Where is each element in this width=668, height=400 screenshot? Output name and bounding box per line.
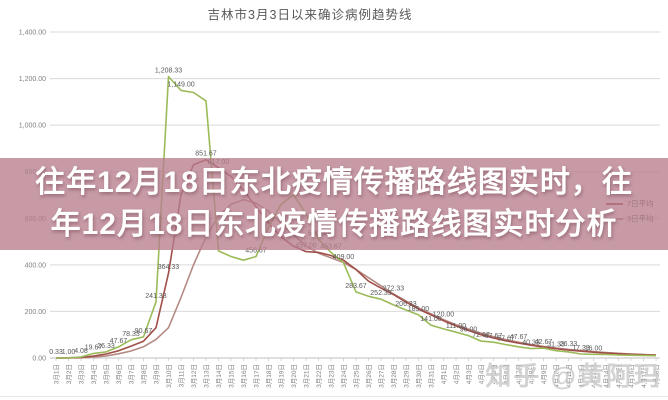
svg-text:19.67: 19.67 <box>85 344 103 351</box>
svg-text:67.67: 67.67 <box>485 333 503 340</box>
svg-text:42.67: 42.67 <box>535 339 553 346</box>
svg-text:0.00: 0.00 <box>32 356 46 363</box>
svg-text:456.67: 456.67 <box>245 247 267 254</box>
svg-text:4月16日: 4月16日 <box>628 364 636 388</box>
svg-text:3月23日: 3月23日 <box>328 364 336 388</box>
svg-text:3月6日: 3月6日 <box>115 364 123 384</box>
svg-text:3月2日: 3月2日 <box>65 364 73 384</box>
svg-text:851.67: 851.67 <box>195 151 217 158</box>
svg-text:4月6日: 4月6日 <box>503 364 511 384</box>
svg-text:185.00: 185.00 <box>408 306 430 313</box>
svg-text:4月1日: 4月1日 <box>440 364 448 384</box>
chart-title: 吉林市3月3日以来确诊病例趋势线 <box>207 8 413 22</box>
svg-text:4月15日: 4月15日 <box>615 364 623 388</box>
svg-text:96.00: 96.00 <box>460 327 478 334</box>
svg-text:3月16日: 3月16日 <box>240 364 248 388</box>
svg-text:3月20日: 3月20日 <box>290 364 298 388</box>
svg-text:3月11日: 3月11日 <box>178 364 186 387</box>
svg-text:4月12日: 4月12日 <box>578 364 586 388</box>
svg-text:409.00: 409.00 <box>333 254 355 261</box>
svg-text:17.33: 17.33 <box>572 345 590 352</box>
svg-text:283.67: 283.67 <box>345 283 367 290</box>
svg-text:1,149.00: 1,149.00 <box>167 81 194 88</box>
svg-text:206.33: 206.33 <box>395 301 417 308</box>
svg-text:3月27日: 3月27日 <box>378 364 386 388</box>
svg-text:3月17日: 3月17日 <box>253 364 261 388</box>
svg-text:78.33: 78.33 <box>122 331 140 338</box>
svg-text:4月14日: 4月14日 <box>603 364 611 388</box>
svg-text:90.67: 90.67 <box>135 328 153 335</box>
svg-text:3月13日: 3月13日 <box>203 364 211 388</box>
svg-text:3月28日: 3月28日 <box>390 364 398 388</box>
svg-text:272.33: 272.33 <box>383 286 405 293</box>
svg-text:400.00: 400.00 <box>25 262 47 269</box>
svg-text:3月24日: 3月24日 <box>340 364 348 388</box>
svg-text:3月31日: 3月31日 <box>428 364 436 388</box>
svg-text:3月15日: 3月15日 <box>228 364 236 388</box>
svg-text:1,208.33: 1,208.33 <box>155 68 182 75</box>
svg-text:3月1日: 3月1日 <box>53 364 61 384</box>
svg-text:4月18日: 4月18日 <box>653 364 661 388</box>
svg-text:4月2日: 4月2日 <box>453 364 461 384</box>
svg-text:4月3日: 4月3日 <box>465 364 473 384</box>
svg-text:3月21日: 3月21日 <box>303 364 311 388</box>
svg-text:111.00: 111.00 <box>446 323 466 330</box>
svg-text:3月14日: 3月14日 <box>215 364 223 388</box>
svg-text:3月19日: 3月19日 <box>278 364 286 388</box>
svg-text:1,000.00: 1,000.00 <box>19 123 46 130</box>
svg-text:31.33: 31.33 <box>547 342 565 349</box>
svg-text:141.00: 141.00 <box>420 316 442 323</box>
svg-text:252.33: 252.33 <box>370 290 392 297</box>
svg-text:1.00: 1.00 <box>62 349 76 356</box>
svg-text:16.00: 16.00 <box>585 345 603 352</box>
svg-text:4月11日: 4月11日 <box>565 364 573 387</box>
headline-line-2: 年12月18日东北疫情传播路线图实时分析 <box>50 208 618 241</box>
headline-line-1: 往年12月18日东北疫情传播路线图实时，往 <box>35 166 633 199</box>
watermark: 知乎 @黄阿玛 <box>485 361 662 391</box>
svg-text:47.67: 47.67 <box>510 334 528 341</box>
svg-text:4月13日: 4月13日 <box>590 364 598 388</box>
svg-text:26.33: 26.33 <box>97 343 115 350</box>
svg-text:3月4日: 3月4日 <box>90 364 98 384</box>
svg-text:241.33: 241.33 <box>145 293 167 300</box>
svg-text:26.33: 26.33 <box>560 341 578 348</box>
svg-text:3月12日: 3月12日 <box>190 364 198 388</box>
svg-text:3月30日: 3月30日 <box>415 364 423 388</box>
svg-text:3月3日: 3月3日 <box>78 364 86 384</box>
svg-text:3月10日: 3月10日 <box>165 364 173 388</box>
svg-text:120.00: 120.00 <box>433 312 455 319</box>
bottom-divider <box>0 396 668 397</box>
svg-text:4月5日: 4月5日 <box>490 364 498 384</box>
svg-text:3月5日: 3月5日 <box>103 364 111 384</box>
svg-text:3月7日: 3月7日 <box>128 364 136 384</box>
svg-text:1,200.00: 1,200.00 <box>19 76 46 83</box>
svg-text:47.67: 47.67 <box>110 338 128 345</box>
svg-text:3月26日: 3月26日 <box>365 364 373 388</box>
svg-text:3月22日: 3月22日 <box>315 364 323 388</box>
svg-text:1,400.00: 1,400.00 <box>19 30 46 37</box>
svg-text:4月17日: 4月17日 <box>640 364 648 388</box>
svg-text:3月29日: 3月29日 <box>403 364 411 388</box>
svg-text:3月18日: 3月18日 <box>265 364 273 388</box>
headline-banner: 往年12月18日东北疫情传播路线图实时，往 年12月18日东北疫情传播路线图实时… <box>0 158 668 250</box>
svg-text:4月7日: 4月7日 <box>515 364 523 384</box>
svg-text:4月10日: 4月10日 <box>553 364 561 388</box>
svg-text:200.00: 200.00 <box>25 309 47 316</box>
svg-text:364.33: 364.33 <box>158 264 180 271</box>
svg-text:4月8日: 4月8日 <box>528 364 536 384</box>
svg-text:72.67: 72.67 <box>472 332 490 339</box>
svg-text:3月25日: 3月25日 <box>353 364 361 388</box>
svg-text:4.08: 4.08 <box>74 348 88 355</box>
svg-text:3月8日: 3月8日 <box>140 364 148 384</box>
svg-text:3月9日: 3月9日 <box>153 364 161 384</box>
svg-text:57.67: 57.67 <box>497 336 515 343</box>
svg-text:0.33: 0.33 <box>49 349 63 356</box>
svg-text:4月4日: 4月4日 <box>478 364 486 384</box>
svg-text:4月9日: 4月9日 <box>540 364 548 384</box>
svg-text:40.33: 40.33 <box>522 340 540 347</box>
